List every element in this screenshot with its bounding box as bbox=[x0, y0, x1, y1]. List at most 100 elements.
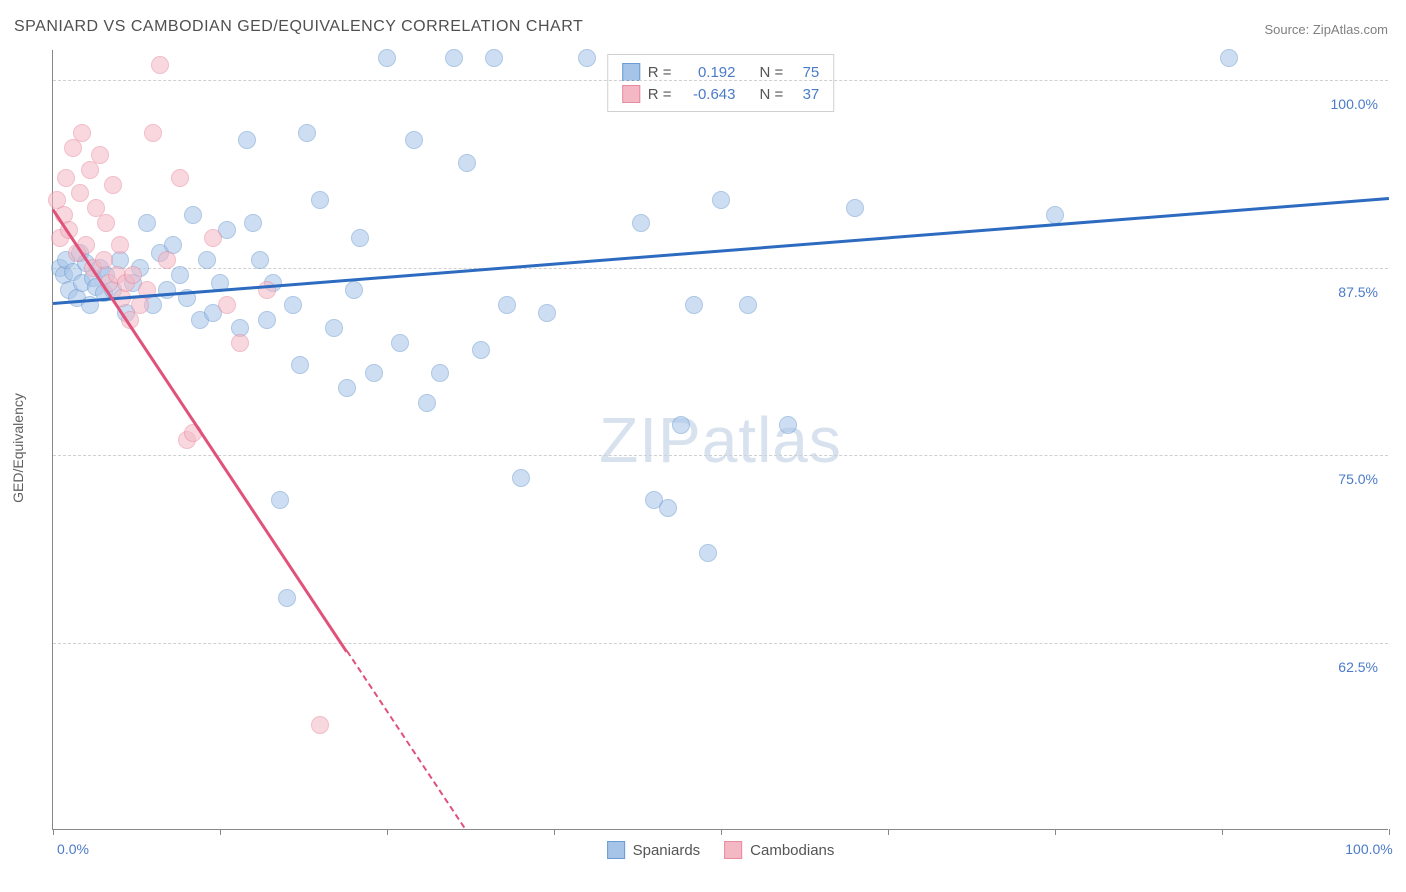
x-tick bbox=[721, 829, 722, 835]
data-point bbox=[1220, 49, 1238, 67]
watermark-bold: ZIP bbox=[599, 404, 702, 476]
data-point bbox=[672, 416, 690, 434]
correlation-legend: R =0.192N =75R =-0.643N =37 bbox=[607, 54, 835, 112]
data-point bbox=[158, 281, 176, 299]
source-label: Source: ZipAtlas.com bbox=[1264, 22, 1388, 37]
legend-r-value: -0.643 bbox=[680, 86, 736, 103]
data-point bbox=[458, 154, 476, 172]
chart-container: SPANIARD VS CAMBODIAN GED/EQUIVALENCY CO… bbox=[0, 0, 1406, 892]
x-tick bbox=[53, 829, 54, 835]
data-point bbox=[144, 124, 162, 142]
data-point bbox=[538, 304, 556, 322]
data-point bbox=[104, 176, 122, 194]
data-point bbox=[204, 229, 222, 247]
data-point bbox=[258, 311, 276, 329]
legend-r-label: R = bbox=[648, 86, 672, 103]
legend-swatch bbox=[622, 85, 640, 103]
data-point bbox=[498, 296, 516, 314]
data-point bbox=[418, 394, 436, 412]
data-point bbox=[238, 131, 256, 149]
watermark-light: atlas bbox=[702, 404, 842, 476]
watermark: ZIPatlas bbox=[599, 403, 842, 477]
x-tick bbox=[1222, 829, 1223, 835]
x-tick bbox=[1389, 829, 1390, 835]
legend-swatch bbox=[622, 63, 640, 81]
data-point bbox=[311, 716, 329, 734]
trend-line bbox=[52, 208, 348, 652]
data-point bbox=[405, 131, 423, 149]
data-point bbox=[198, 251, 216, 269]
data-point bbox=[73, 124, 91, 142]
data-point bbox=[485, 49, 503, 67]
data-point bbox=[97, 214, 115, 232]
chart-title: SPANIARD VS CAMBODIAN GED/EQUIVALENCY CO… bbox=[14, 18, 583, 36]
x-tick bbox=[888, 829, 889, 835]
data-point bbox=[378, 49, 396, 67]
y-tick-label: 75.0% bbox=[1338, 471, 1378, 487]
data-point bbox=[184, 206, 202, 224]
data-point bbox=[325, 319, 343, 337]
data-point bbox=[291, 356, 309, 374]
data-point bbox=[271, 491, 289, 509]
data-point bbox=[779, 416, 797, 434]
data-point bbox=[298, 124, 316, 142]
legend-series-label: Spaniards bbox=[633, 842, 701, 859]
data-point bbox=[218, 296, 236, 314]
data-point bbox=[111, 236, 129, 254]
data-point bbox=[138, 214, 156, 232]
legend-swatch bbox=[724, 841, 742, 859]
y-tick-label: 87.5% bbox=[1338, 284, 1378, 300]
gridline bbox=[53, 80, 1388, 81]
legend-series-label: Cambodians bbox=[750, 842, 834, 859]
y-tick-label: 62.5% bbox=[1338, 659, 1378, 675]
data-point bbox=[345, 281, 363, 299]
data-point bbox=[124, 266, 142, 284]
data-point bbox=[739, 296, 757, 314]
data-point bbox=[472, 341, 490, 359]
legend-swatch bbox=[607, 841, 625, 859]
data-point bbox=[365, 364, 383, 382]
data-point bbox=[431, 364, 449, 382]
data-point bbox=[351, 229, 369, 247]
legend-r-value: 0.192 bbox=[680, 64, 736, 81]
data-point bbox=[311, 191, 329, 209]
data-point bbox=[632, 214, 650, 232]
legend-series-item: Spaniards bbox=[607, 841, 701, 859]
data-point bbox=[95, 251, 113, 269]
gridline bbox=[53, 268, 1388, 269]
legend-n-value: 37 bbox=[791, 86, 819, 103]
gridline bbox=[53, 643, 1388, 644]
data-point bbox=[391, 334, 409, 352]
x-tick bbox=[387, 829, 388, 835]
data-point bbox=[338, 379, 356, 397]
plot-area: ZIPatlas R =0.192N =75R =-0.643N =37 Spa… bbox=[52, 50, 1388, 830]
y-axis-label: GED/Equivalency bbox=[10, 393, 26, 503]
data-point bbox=[699, 544, 717, 562]
data-point bbox=[151, 56, 169, 74]
y-tick-label: 100.0% bbox=[1331, 96, 1378, 112]
data-point bbox=[251, 251, 269, 269]
data-point bbox=[685, 296, 703, 314]
legend-r-label: R = bbox=[648, 64, 672, 81]
data-point bbox=[278, 589, 296, 607]
data-point bbox=[244, 214, 262, 232]
data-point bbox=[445, 49, 463, 67]
legend-series-item: Cambodians bbox=[724, 841, 834, 859]
data-point bbox=[57, 169, 75, 187]
gridline bbox=[53, 455, 1388, 456]
data-point bbox=[91, 146, 109, 164]
trend-line bbox=[346, 650, 465, 828]
data-point bbox=[846, 199, 864, 217]
legend-n-label: N = bbox=[760, 86, 784, 103]
x-tick bbox=[220, 829, 221, 835]
data-point bbox=[231, 334, 249, 352]
x-tick-label: 100.0% bbox=[1345, 841, 1392, 857]
data-point bbox=[158, 251, 176, 269]
data-point bbox=[659, 499, 677, 517]
data-point bbox=[71, 184, 89, 202]
data-point bbox=[578, 49, 596, 67]
data-point bbox=[712, 191, 730, 209]
x-tick-label: 0.0% bbox=[57, 841, 89, 857]
data-point bbox=[1046, 206, 1064, 224]
legend-row: R = -0.643 N = 37 bbox=[622, 83, 820, 105]
